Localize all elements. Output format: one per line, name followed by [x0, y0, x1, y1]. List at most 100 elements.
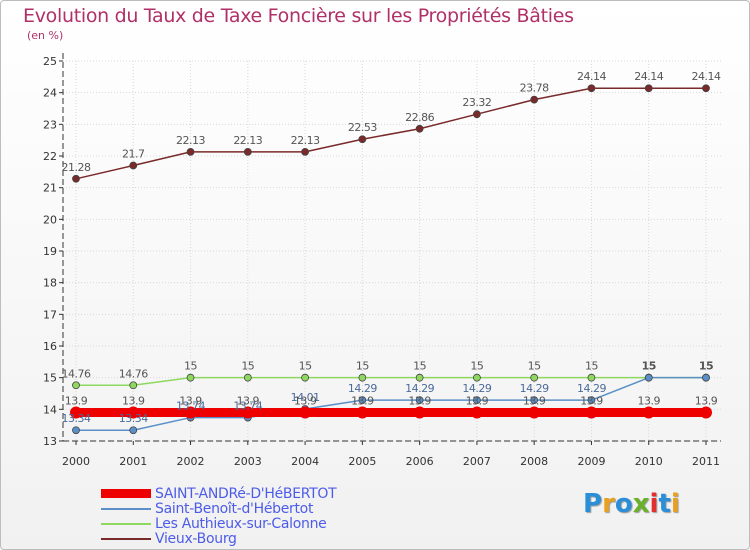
data-label: 15 [184, 360, 197, 373]
data-point [415, 396, 424, 405]
data-label: 14.76 [119, 367, 148, 380]
x-tick-label: 2006 [406, 455, 434, 468]
y-tick-label: 20 [43, 213, 57, 226]
data-label: 13.9 [237, 395, 260, 408]
axes [59, 53, 721, 445]
data-label: 15 [241, 360, 254, 373]
data-label: 22.53 [348, 121, 377, 134]
data-point [358, 373, 367, 382]
data-label: 14.29 [577, 382, 606, 395]
data-point [129, 426, 138, 435]
data-point [473, 396, 481, 405]
data-point [415, 373, 424, 382]
legend-swatch [101, 489, 151, 498]
legend-item: Vieux-Bourg [101, 530, 336, 547]
y-tick-label: 14 [43, 403, 57, 416]
x-tick-label: 2004 [291, 455, 319, 468]
data-label: 14.29 [462, 382, 491, 395]
data-label: 23.32 [462, 96, 491, 109]
data-label: 24.14 [692, 70, 721, 83]
y-tick-label: 22 [43, 150, 57, 163]
legend-swatch [101, 537, 151, 540]
logo-letter: t [658, 489, 671, 519]
data-point [72, 426, 80, 435]
legend-label: Les Authieux-sur-Calonne [155, 515, 327, 532]
data-label: 13.9 [65, 395, 88, 408]
legend-label: Vieux-Bourg [155, 530, 237, 547]
data-label: 14.01 [291, 391, 320, 404]
y-tick-label: 21 [43, 182, 57, 195]
data-label: 24.14 [577, 70, 606, 83]
y-tick-label: 19 [43, 245, 57, 258]
data-point [473, 110, 481, 119]
data-point [129, 161, 138, 170]
data-point [644, 84, 653, 93]
legend-item: Les Authieux-sur-Calonne [101, 515, 336, 532]
data-label: 15 [413, 360, 426, 373]
data-point [470, 406, 483, 419]
chart-subtitle: (en %) [27, 29, 64, 42]
x-tick-label: 2000 [62, 455, 90, 468]
y-tick-label: 13 [43, 435, 57, 448]
data-label: 21.7 [122, 148, 145, 161]
data-point [700, 406, 712, 419]
logo-letter: x [632, 489, 650, 519]
y-tick-label: 16 [43, 340, 57, 353]
gridlines [63, 60, 721, 442]
logo-letter: i [649, 489, 659, 519]
data-point [644, 373, 653, 382]
y-tick-label: 23 [43, 118, 57, 131]
data-point [702, 373, 710, 382]
data-label: 15 [470, 360, 483, 373]
x-tick-label: 2005 [348, 455, 376, 468]
proxiti-logo: Proxiti [583, 489, 680, 519]
y-tick-label: 25 [43, 55, 57, 68]
data-point [243, 147, 252, 156]
data-label: 23.78 [520, 82, 549, 95]
logo-letter: o [614, 489, 633, 519]
x-tick-label: 2008 [520, 455, 548, 468]
data-point [72, 174, 80, 183]
logo-letter: r [602, 489, 615, 519]
legend-item: Saint-Benoît-d'Hébertot [101, 501, 336, 517]
data-point [415, 124, 424, 133]
data-label: 13.74 [176, 400, 205, 413]
legend-label: SAINT-ANDRé-D'HéBERTOT [155, 485, 337, 502]
data-label: 15 [356, 360, 369, 373]
data-point [301, 373, 309, 382]
data-label: 22.13 [176, 134, 205, 147]
y-tick-label: 24 [43, 87, 57, 100]
data-point [530, 373, 539, 382]
data-label: 13.34 [119, 412, 148, 425]
data-point [299, 406, 312, 419]
data-label: 15 [528, 360, 541, 373]
data-point [186, 147, 195, 156]
x-tick-label: 2003 [234, 455, 262, 468]
x-tick-label: 2007 [463, 455, 491, 468]
data-label: 21.28 [62, 161, 91, 174]
x-tick-label: 2001 [119, 455, 147, 468]
data-label: 13.9 [466, 395, 489, 408]
x-tick-label: 2009 [577, 455, 605, 468]
data-label: 15 [699, 360, 713, 373]
data-label: 13.9 [408, 395, 431, 408]
data-point [127, 406, 140, 419]
data-point [473, 373, 481, 382]
data-point [184, 406, 197, 419]
data-label: 13.74 [233, 400, 262, 413]
y-tick-label: 15 [43, 372, 57, 385]
data-label: 14.76 [62, 367, 91, 380]
data-label: 15 [585, 360, 598, 373]
data-point [530, 95, 539, 104]
data-label: 13.9 [122, 395, 145, 408]
data-point [129, 381, 138, 390]
data-point [243, 373, 252, 382]
data-label: 13.34 [62, 412, 91, 425]
data-label: 22.86 [405, 111, 434, 124]
data-point [702, 84, 710, 93]
data-point [358, 135, 367, 144]
legend-swatch [101, 507, 151, 510]
series-line [76, 376, 706, 431]
series-group [70, 84, 712, 435]
data-point [358, 396, 367, 405]
